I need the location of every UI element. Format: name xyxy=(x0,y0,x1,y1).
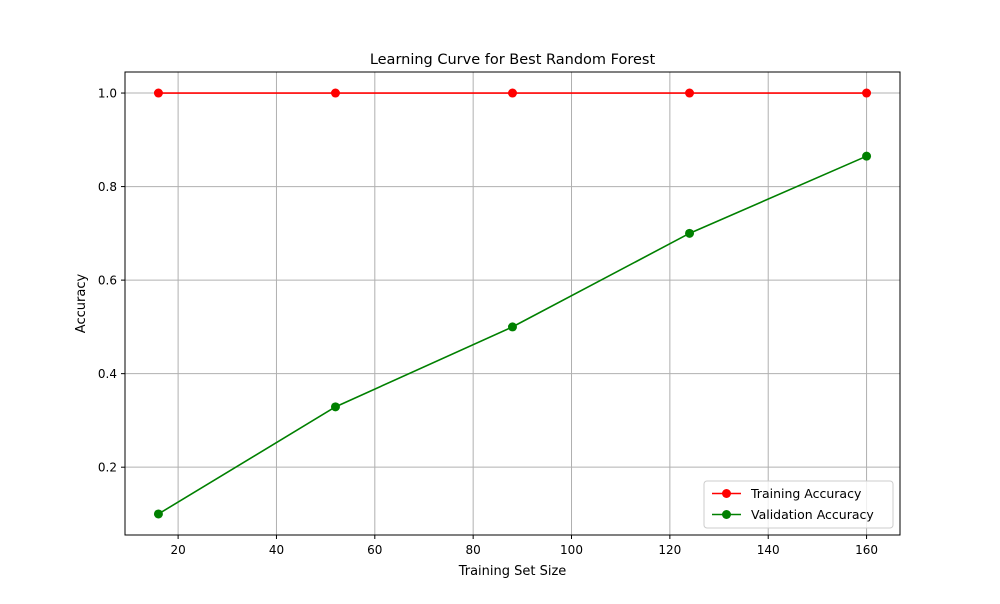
y-tick-label: 0.2 xyxy=(98,461,117,475)
x-tick-label: 60 xyxy=(367,543,382,557)
y-axis-label: Accuracy xyxy=(74,274,89,334)
grid-lines xyxy=(125,72,900,535)
training-accuracy-point xyxy=(330,88,340,98)
y-tick-label: 1.0 xyxy=(98,87,117,101)
legend-label-training-accuracy: Training Accuracy xyxy=(750,486,862,501)
training-accuracy-point xyxy=(862,88,872,98)
validation-accuracy-point xyxy=(685,228,695,238)
x-tick-label: 160 xyxy=(855,543,878,557)
x-tick-label: 80 xyxy=(466,543,481,557)
x-axis-label: Training Set Size xyxy=(458,564,567,579)
y-tick-label: 0.4 xyxy=(98,367,117,381)
legend-swatch-marker xyxy=(722,489,731,498)
x-tick-label: 120 xyxy=(658,543,681,557)
validation-accuracy-point xyxy=(330,402,340,412)
x-tick-label: 140 xyxy=(757,543,780,557)
series-lines xyxy=(153,88,872,519)
validation-accuracy-point xyxy=(862,151,872,161)
x-tick-label: 20 xyxy=(170,543,185,557)
x-axis-ticks: 20 40 60 80 100 120 140 160 xyxy=(170,535,878,557)
training-accuracy-point xyxy=(508,88,517,98)
y-tick-label: 0.8 xyxy=(98,180,117,194)
training-accuracy-point xyxy=(153,88,163,98)
validation-accuracy-point xyxy=(508,322,517,332)
legend: Training Accuracy Validation Accuracy xyxy=(703,480,894,529)
x-tick-label: 40 xyxy=(269,543,284,557)
training-accuracy-point xyxy=(685,88,695,98)
x-tick-label: 100 xyxy=(560,543,583,557)
y-tick-label: 0.6 xyxy=(98,274,117,288)
plot-area-frame xyxy=(124,71,901,536)
legend-label-validation-accuracy: Validation Accuracy xyxy=(751,507,874,522)
legend-swatch-marker xyxy=(722,510,731,519)
legend-box xyxy=(703,480,894,529)
validation-accuracy-point xyxy=(153,509,163,519)
y-axis-ticks: 0.2 0.4 0.6 0.8 1.0 xyxy=(98,87,125,475)
chart-title: Learning Curve for Best Random Forest xyxy=(370,52,656,68)
